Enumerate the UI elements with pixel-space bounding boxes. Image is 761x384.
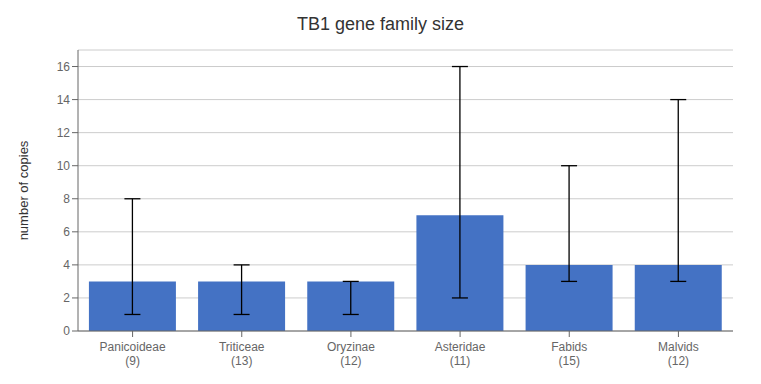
svg-text:Oryzinae(12): Oryzinae(12) (327, 340, 375, 368)
svg-text:10: 10 (57, 159, 71, 173)
svg-text:14: 14 (57, 93, 71, 107)
svg-text:Triticeae(13): Triticeae(13) (219, 340, 265, 368)
svg-text:12: 12 (57, 126, 71, 140)
svg-text:Malvids(12): Malvids(12) (658, 340, 699, 368)
svg-text:0: 0 (63, 324, 70, 338)
svg-text:4: 4 (63, 258, 70, 272)
svg-text:8: 8 (63, 192, 70, 206)
svg-text:Panicoideae(9): Panicoideae(9) (100, 340, 166, 368)
html-text:TB1 gene family size: TB1 gene family size (297, 14, 464, 34)
svg-text:6: 6 (63, 225, 70, 239)
svg-text:16: 16 (57, 60, 71, 74)
svg-text:Fabids(15): Fabids(15) (551, 340, 587, 368)
svg-text:2: 2 (63, 291, 70, 305)
svg-text:Asteridae(11): Asteridae(11) (435, 340, 486, 368)
svg-text:number of copies: number of copies (16, 140, 31, 240)
